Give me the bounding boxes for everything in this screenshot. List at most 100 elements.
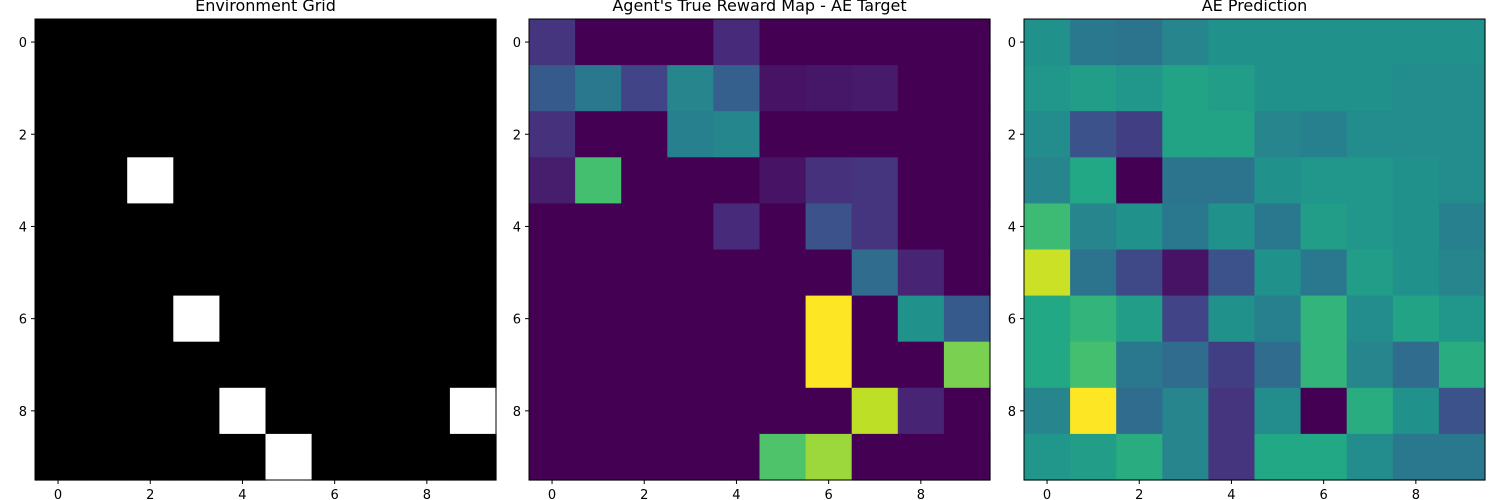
heatmap-cell: [449, 433, 497, 481]
heatmap-cell: [759, 433, 807, 481]
x-tick-label: 2: [1135, 488, 1143, 500]
heatmap-cell: [1392, 295, 1440, 343]
x-tick-label: 6: [331, 488, 339, 500]
heatmap-panel-2: AE Prediction 0 2 4 6 8 0 2 4 6 8: [1008, 0, 1486, 500]
heatmap-cell: [1162, 249, 1209, 297]
heatmap-cell: [1024, 111, 1071, 158]
y-tick-label: 4: [19, 220, 27, 235]
y-tick-label: 0: [19, 36, 27, 51]
heatmap-cell: [667, 19, 714, 66]
heatmap-cell: [1392, 19, 1440, 66]
heatmap-cell: [713, 295, 761, 343]
heatmap-cell: [265, 203, 313, 251]
heatmap-cell: [575, 249, 622, 297]
heatmap-cell: [1208, 65, 1256, 112]
y-tick-label: 6: [1008, 313, 1016, 328]
x-tick-label: 6: [1320, 488, 1328, 500]
heatmap-cell: [35, 341, 82, 389]
heatmap-cell: [667, 249, 714, 297]
heatmap-cell: [1208, 295, 1256, 343]
heatmap-cell: [1254, 111, 1302, 158]
heatmap-cell: [35, 249, 82, 297]
heatmap-cell: [667, 111, 714, 158]
heatmap-cell: [575, 157, 622, 204]
heatmap-cell: [943, 387, 991, 435]
y-tick-label: 0: [513, 36, 521, 51]
heatmap-cell: [759, 249, 807, 297]
heatmap-cell: [265, 295, 313, 343]
heatmap-cell: [35, 19, 82, 66]
heatmap-cell: [943, 341, 991, 389]
heatmap-cell: [667, 295, 714, 343]
heatmap-panel-1: Agent's True Reward Map - AE Target 0 2 4 6 8…: [513, 0, 991, 500]
y-tick-label: 2: [19, 128, 27, 143]
heatmap-cell: [1162, 295, 1209, 343]
heatmap-cell: [1070, 433, 1117, 481]
heatmap-cell: [1346, 295, 1394, 343]
heatmap-cell: [81, 341, 128, 389]
heatmap-cell: [529, 157, 576, 204]
heatmap-cell: [759, 65, 807, 112]
y-tick-label: 8: [1008, 405, 1016, 420]
heatmap-cell: [1116, 295, 1163, 343]
heatmap-cell: [1162, 433, 1209, 481]
heatmap-cell: [1300, 65, 1348, 112]
heatmap-cell: [357, 387, 405, 435]
heatmap-cell: [805, 249, 853, 297]
heatmap-cell: [805, 341, 853, 389]
y-tick-label: 8: [19, 405, 27, 420]
heatmap-cell: [1208, 433, 1256, 481]
heatmap-cell: [403, 295, 451, 343]
heatmap-cell: [265, 157, 313, 204]
heatmap-cell: [449, 111, 497, 158]
heatmap-cell: [897, 111, 945, 158]
heatmap-cell: [621, 341, 668, 389]
panel-title: AE Prediction: [1202, 0, 1308, 15]
heatmap-cell: [529, 111, 576, 158]
heatmap-cell: [575, 65, 622, 112]
heatmap-cell: [1438, 203, 1486, 251]
heatmap-cell: [1024, 433, 1071, 481]
heatmap-cell: [1024, 387, 1071, 435]
heatmap-cell: [805, 203, 853, 251]
heatmap-cell: [805, 65, 853, 112]
heatmap-cell: [1208, 341, 1256, 389]
heatmap-cell: [311, 19, 359, 66]
heatmap-cell: [1162, 203, 1209, 251]
heatmap-cell: [1346, 387, 1394, 435]
x-tick-label: 4: [238, 488, 246, 500]
heatmap-cell: [35, 387, 82, 435]
x-tick-label: 4: [1227, 488, 1235, 500]
y-tick-label: 0: [1008, 36, 1016, 51]
heatmap-cell: [1254, 65, 1302, 112]
heatmap-cell: [311, 295, 359, 343]
heatmap-cell: [805, 387, 853, 435]
heatmap-cell: [127, 249, 174, 297]
heatmap-cell: [81, 249, 128, 297]
heatmap-cell: [311, 65, 359, 112]
heatmap-cell: [173, 249, 220, 297]
heatmap-cell: [81, 295, 128, 343]
heatmap-cell: [621, 111, 668, 158]
heatmap-cell: [1070, 341, 1117, 389]
heatmap-cell: [575, 19, 622, 66]
heatmap-cell: [713, 65, 761, 112]
heatmap-cell: [35, 203, 82, 251]
heatmap-cell: [759, 387, 807, 435]
x-tick-label: 8: [917, 488, 925, 500]
heatmap-cell: [403, 203, 451, 251]
x-tick-label: 8: [423, 488, 431, 500]
heatmap-cell: [81, 157, 128, 204]
heatmap-cell: [35, 433, 82, 481]
heatmap-cell: [219, 387, 267, 435]
heatmap-cell: [1438, 249, 1486, 297]
heatmap-cell: [1300, 157, 1348, 204]
heatmap-cell: [1162, 341, 1209, 389]
heatmap-cell: [35, 295, 82, 343]
heatmap-cell: [449, 203, 497, 251]
heatmap-cell: [403, 111, 451, 158]
heatmap-cell: [1346, 19, 1394, 66]
heatmap-cell: [1438, 111, 1486, 158]
y-tick-label: 6: [513, 313, 521, 328]
